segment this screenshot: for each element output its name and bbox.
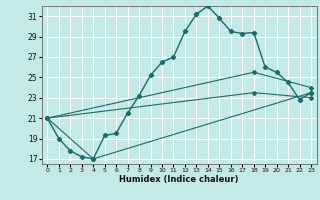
X-axis label: Humidex (Indice chaleur): Humidex (Indice chaleur) [119,175,239,184]
